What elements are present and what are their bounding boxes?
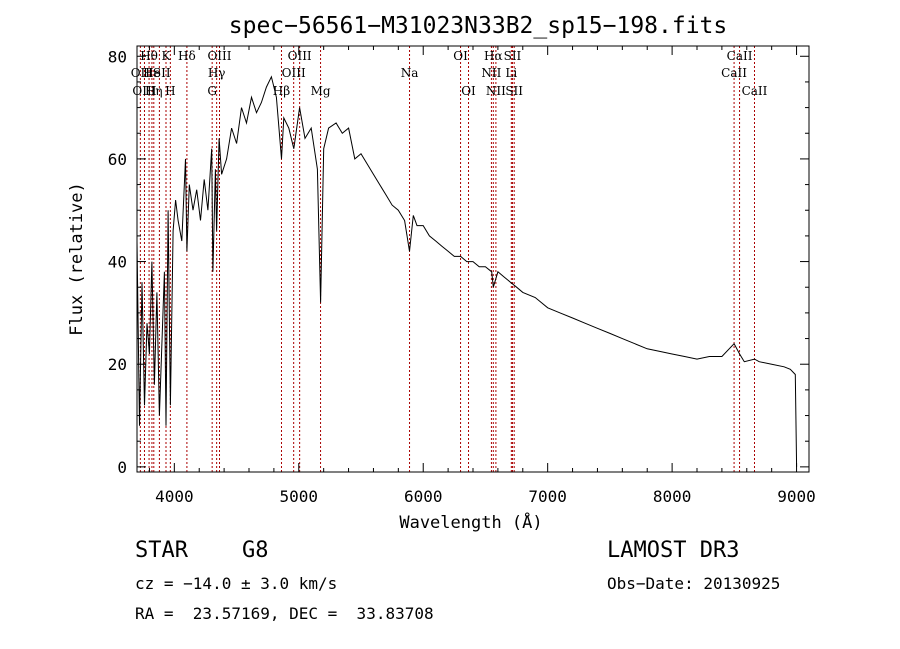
marker-label-7: H — [165, 84, 175, 98]
y-tick-label-1: 20 — [108, 355, 127, 374]
x-tick-label-0: 4000 — [155, 487, 194, 506]
survey-label: LAMOST DR3 — [607, 538, 740, 563]
y-axis-ticks: 0 20 40 60 80 — [108, 47, 809, 477]
marker-label-26: CaII — [721, 66, 747, 80]
chart-title: spec−56561−M31023N33B2_sp15−198.fits — [229, 13, 728, 39]
marker-label-6: ISII — [148, 66, 171, 80]
marker-label-0: Hθ — [140, 49, 158, 63]
marker-label-12: OIII — [288, 49, 312, 63]
marker-label-18: OI — [461, 84, 476, 98]
y-tick-label-2: 40 — [108, 253, 127, 272]
spectral-line-labels: Hθ OII OIII He Hη K ISII H Hδ OIII Hγ G OIII OIII Hβ Mg… — [131, 49, 768, 98]
x-tick-label-3: 7000 — [528, 487, 567, 506]
marker-label-21: NII — [486, 84, 506, 98]
marker-label-17: OI — [453, 49, 468, 63]
redshift-text: cz = −14.0 ± 3.0 km/s — [135, 574, 338, 593]
marker-label-5: K — [162, 49, 172, 63]
x-axis-ticks: 4000 5000 6000 7000 8000 9000 — [148, 46, 816, 506]
marker-label-25: CaII — [727, 49, 753, 63]
object-subclass: G8 — [242, 538, 269, 563]
marker-label-19: Hα — [484, 49, 503, 63]
marker-label-9: OIII — [207, 49, 231, 63]
marker-label-23: Li — [505, 66, 517, 80]
x-tick-label-4: 8000 — [653, 487, 692, 506]
marker-label-27: CaII — [742, 84, 768, 98]
marker-label-13: OIII — [282, 66, 306, 80]
marker-label-11: G — [207, 84, 217, 98]
spectrum-series-line — [136, 75, 798, 467]
x-tick-label-1: 5000 — [280, 487, 319, 506]
x-axis-label: Wavelength (Å) — [399, 511, 542, 533]
marker-label-3: He — [143, 66, 161, 80]
marker-label-10: Hγ — [208, 66, 226, 80]
plot-frame — [136, 45, 810, 473]
x-tick-label-5: 9000 — [777, 487, 816, 506]
object-class-label: STAR — [135, 538, 188, 563]
spectral-line-markers — [139, 46, 755, 472]
obs-date-text: Obs−Date: 20130925 — [607, 574, 781, 593]
marker-label-22: SII — [504, 49, 522, 63]
marker-label-15: Mg — [311, 84, 331, 98]
marker-label-24: SII — [505, 84, 523, 98]
y-axis-label: Flux (relative) — [67, 182, 87, 336]
marker-label-14: Hβ — [273, 84, 290, 98]
marker-label-1: OII — [131, 66, 151, 80]
y-tick-label-0: 0 — [117, 458, 127, 477]
marker-label-20: NII — [481, 66, 501, 80]
marker-label-2: OIII — [132, 84, 156, 98]
y-tick-label-4: 80 — [108, 47, 127, 66]
x-tick-label-2: 6000 — [404, 487, 443, 506]
y-tick-label-3: 60 — [108, 150, 127, 169]
marker-label-4: Hη — [145, 84, 163, 98]
marker-label-16: Na — [401, 66, 419, 80]
marker-label-8: Hδ — [178, 49, 196, 63]
coordinates-text: RA = 23.57169, DEC = 33.83708 — [135, 604, 434, 623]
